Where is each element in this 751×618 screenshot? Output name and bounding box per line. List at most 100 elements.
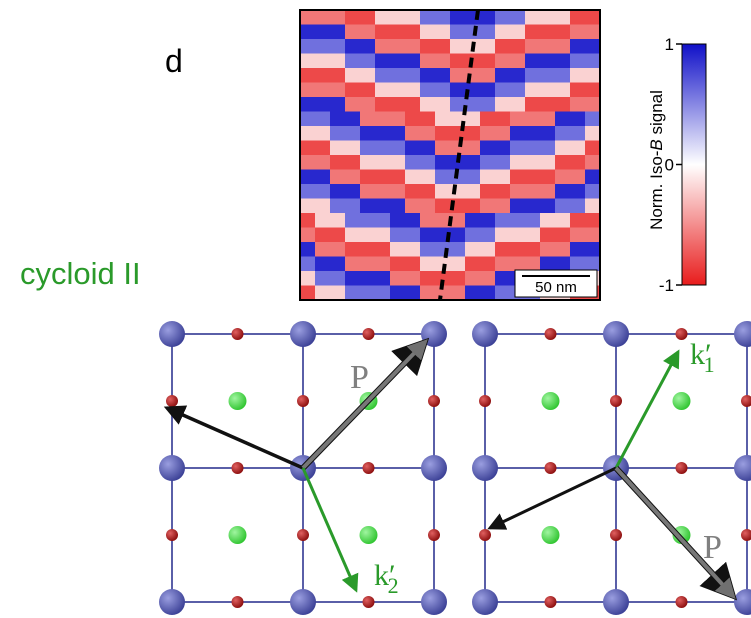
heatmap-cell [390,199,405,214]
panel-label: d [165,43,183,79]
heatmap-cell [585,184,600,199]
heatmap-cell [390,10,405,25]
heatmap-cell [495,83,510,98]
heatmap-cell [315,112,330,127]
heatmap-cell [555,199,570,214]
heatmap-cell [510,257,525,272]
heatmap-cell [510,83,525,98]
heatmap-cell [375,199,390,214]
heatmap-cell [330,155,345,170]
b-site-atom [734,589,751,615]
heatmap-cell [360,286,375,301]
oxygen-atom [166,395,178,407]
heatmap-cell [390,112,405,127]
heatmap-cell [555,213,570,228]
heatmap-cell [435,25,450,40]
heatmap-cell [540,83,555,98]
heatmap-cell [375,97,390,112]
heatmap-cell [375,184,390,199]
heatmap-cell [480,213,495,228]
colorbar [682,44,706,285]
heatmap-cell [495,155,510,170]
heatmap-cell [420,54,435,69]
heatmap-cell [465,271,480,286]
heatmap-cell [405,83,420,98]
heatmap-cell [420,39,435,54]
a-site-atom [360,526,378,544]
heatmap-cell [405,54,420,69]
heatmap-cell [405,257,420,272]
heatmap-cell [540,112,555,127]
heatmap-cell [555,97,570,112]
heatmap-cell [480,286,495,301]
heatmap-cell [375,213,390,228]
heatmap-cell [300,257,315,272]
wavevector-subscript: 2 [388,573,399,598]
heatmap-cell [360,155,375,170]
heatmap-cell [360,242,375,257]
heatmap-cell [570,39,585,54]
heatmap-cell [360,68,375,83]
wavevector-arrow [303,468,356,590]
heatmap-cell [315,97,330,112]
heatmap-cell [315,25,330,40]
heatmap-cell [330,83,345,98]
heatmap-cell [300,228,315,243]
heatmap-cell [465,228,480,243]
heatmap-cell [330,257,345,272]
b-site-atom [603,321,629,347]
heatmap-cell [330,39,345,54]
heatmap-cell [540,228,555,243]
heatmap-cell [525,170,540,185]
heatmap-cell [345,97,360,112]
heatmap-cell [495,112,510,127]
heatmap-cell [570,126,585,141]
heatmap-cell [450,25,465,40]
heatmap-cell [315,257,330,272]
heatmap-cell [420,155,435,170]
heatmap-cell [480,184,495,199]
b-site-atom [159,321,185,347]
heatmap-cell [435,199,450,214]
heatmap-cell [525,155,540,170]
heatmap-cell [300,25,315,40]
wavevector-label: k′1 [690,338,715,377]
heatmap-cell [555,126,570,141]
heatmap-cell [585,213,600,228]
heatmap-cell [465,286,480,301]
heatmap-cell [360,39,375,54]
heatmap-cell [330,271,345,286]
heatmap-cell [570,155,585,170]
heatmap-cell [300,271,315,286]
heatmap-cell [420,97,435,112]
heatmap-cell [300,184,315,199]
heatmap-cell [480,10,495,25]
heatmap-cell [480,126,495,141]
heatmap-cell [525,228,540,243]
a-site-atom [229,526,247,544]
heatmap-cell [330,141,345,156]
oxygen-atom [297,395,309,407]
oxygen-atom [610,529,622,541]
heatmap-cell [480,170,495,185]
colorbar-label-italic: B [647,139,666,150]
heatmap-cell [555,25,570,40]
heatmap-cell [390,242,405,257]
heatmap-cell [420,25,435,40]
heatmap-cell [570,213,585,228]
heatmap-cell [330,286,345,301]
heatmap-cell [585,228,600,243]
heatmap-cell [420,10,435,25]
heatmap-cell [345,184,360,199]
heatmap-cell [360,213,375,228]
heatmap-cell [390,257,405,272]
heatmap-cell [405,184,420,199]
heatmap-cell [420,286,435,301]
heatmap-cell [555,242,570,257]
heatmap-cell [435,112,450,127]
heatmap-cell [585,126,600,141]
heatmap-cell [300,170,315,185]
heatmap-cell [375,271,390,286]
heatmap-cell [300,112,315,127]
heatmap-cell [495,126,510,141]
